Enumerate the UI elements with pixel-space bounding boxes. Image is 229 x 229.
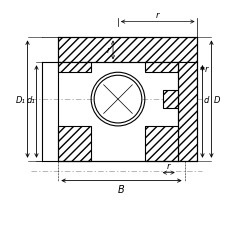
Text: d₁: d₁ [27, 95, 35, 104]
Polygon shape [144, 126, 177, 161]
Text: r: r [106, 46, 109, 55]
Text: B: B [117, 184, 124, 194]
Circle shape [94, 76, 141, 123]
Polygon shape [177, 63, 197, 161]
Text: D: D [213, 95, 219, 104]
Polygon shape [162, 91, 177, 109]
Text: d: d [203, 95, 208, 104]
Text: D₁: D₁ [16, 95, 25, 104]
Polygon shape [58, 63, 91, 73]
Text: r: r [155, 11, 159, 19]
Polygon shape [58, 38, 197, 63]
Polygon shape [144, 63, 177, 73]
Text: r: r [166, 161, 170, 170]
Polygon shape [58, 126, 91, 161]
Text: r: r [204, 65, 207, 74]
